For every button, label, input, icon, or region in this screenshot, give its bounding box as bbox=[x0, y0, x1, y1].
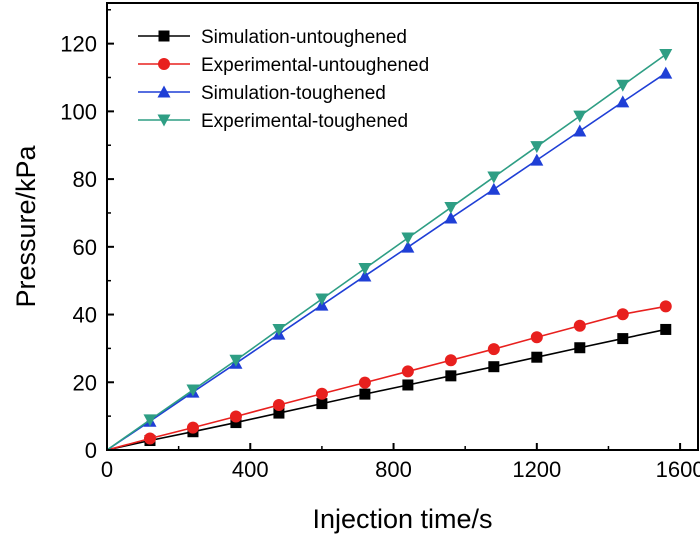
data-point-square bbox=[488, 361, 500, 373]
data-point-triangle-down bbox=[401, 232, 415, 245]
x-tick-label: 400 bbox=[232, 457, 269, 482]
y-axis-label: Pressure/kPa bbox=[11, 144, 41, 307]
y-tick-label: 60 bbox=[73, 235, 97, 260]
data-point-triangle-up bbox=[487, 182, 501, 195]
y-tick-label: 40 bbox=[73, 303, 97, 328]
data-point-circle bbox=[616, 308, 629, 321]
y-tick-label: 120 bbox=[60, 32, 97, 57]
series-line bbox=[106, 53, 667, 451]
data-point-circle bbox=[229, 410, 242, 423]
data-point-triangle-up bbox=[157, 85, 171, 98]
data-point-triangle-down bbox=[530, 141, 544, 154]
data-point-circle bbox=[143, 432, 156, 445]
legend-label: Experimental-toughened bbox=[201, 111, 408, 132]
series-4 bbox=[106, 48, 673, 451]
data-point-square bbox=[158, 30, 170, 42]
data-point-circle bbox=[487, 343, 500, 356]
data-point-triangle-down bbox=[487, 171, 501, 184]
data-point-triangle-down bbox=[157, 114, 171, 127]
data-point-triangle-up bbox=[573, 124, 587, 137]
x-tick-label: 1200 bbox=[512, 457, 561, 482]
data-point-square bbox=[402, 379, 414, 391]
data-point-triangle-down bbox=[616, 79, 630, 92]
legend: Simulation-untoughened Experimental-untou… bbox=[138, 27, 429, 132]
data-point-triangle-up bbox=[401, 240, 415, 253]
data-point-triangle-down bbox=[444, 202, 458, 215]
legend-label: Experimental-untoughened bbox=[201, 55, 429, 76]
data-point-triangle-down bbox=[229, 354, 243, 367]
data-point-triangle-down bbox=[186, 384, 200, 397]
x-tick-label: 800 bbox=[375, 457, 412, 482]
data-point-triangle-up bbox=[530, 153, 544, 166]
data-point-circle bbox=[573, 319, 586, 332]
data-point-square bbox=[445, 370, 457, 382]
x-axis-label: Injection time/s bbox=[312, 504, 492, 534]
series-line bbox=[106, 328, 666, 451]
data-point-circle bbox=[444, 354, 457, 367]
data-point-square bbox=[359, 388, 371, 400]
series-line bbox=[106, 72, 667, 451]
data-point-triangle-down bbox=[358, 262, 372, 275]
data-point-circle bbox=[272, 398, 285, 411]
data-point-triangle-up bbox=[659, 66, 673, 79]
x-tick-label: 1600 bbox=[656, 457, 700, 482]
x-tick-label: 0 bbox=[101, 457, 113, 482]
data-point-triangle-down bbox=[315, 293, 329, 306]
series-line bbox=[106, 305, 666, 451]
y-tick-label: 80 bbox=[73, 167, 97, 192]
data-point-square bbox=[273, 407, 285, 419]
data-point-square bbox=[316, 398, 328, 410]
data-point-circle bbox=[530, 331, 543, 344]
data-point-triangle-up bbox=[444, 211, 458, 224]
y-tick-label: 100 bbox=[60, 99, 97, 124]
data-point-circle bbox=[358, 376, 371, 389]
data-point-triangle-down bbox=[143, 414, 157, 427]
data-point-circle bbox=[401, 365, 414, 378]
legend-label: Simulation-toughened bbox=[201, 83, 386, 104]
data-point-circle bbox=[158, 58, 170, 70]
data-point-square bbox=[617, 333, 629, 345]
data-point-circle bbox=[315, 387, 328, 400]
plot-frame bbox=[106, 2, 699, 451]
data-point-triangle-up bbox=[358, 269, 372, 282]
data-point-square bbox=[531, 351, 543, 363]
series-3 bbox=[106, 66, 673, 451]
data-point-square bbox=[660, 323, 672, 335]
legend-label: Simulation-untoughened bbox=[201, 27, 407, 48]
data-point-triangle-up bbox=[616, 95, 630, 108]
y-tick-label: 0 bbox=[85, 438, 97, 463]
data-point-circle bbox=[186, 421, 199, 434]
series-2 bbox=[106, 300, 672, 451]
data-point-triangle-down bbox=[659, 48, 673, 61]
data-point-triangle-down bbox=[573, 110, 587, 123]
data-point-circle bbox=[659, 300, 672, 313]
data-point-square bbox=[230, 417, 242, 429]
y-tick-label: 20 bbox=[73, 370, 97, 395]
data-point-triangle-down bbox=[272, 323, 286, 336]
data-point-square bbox=[574, 342, 586, 354]
